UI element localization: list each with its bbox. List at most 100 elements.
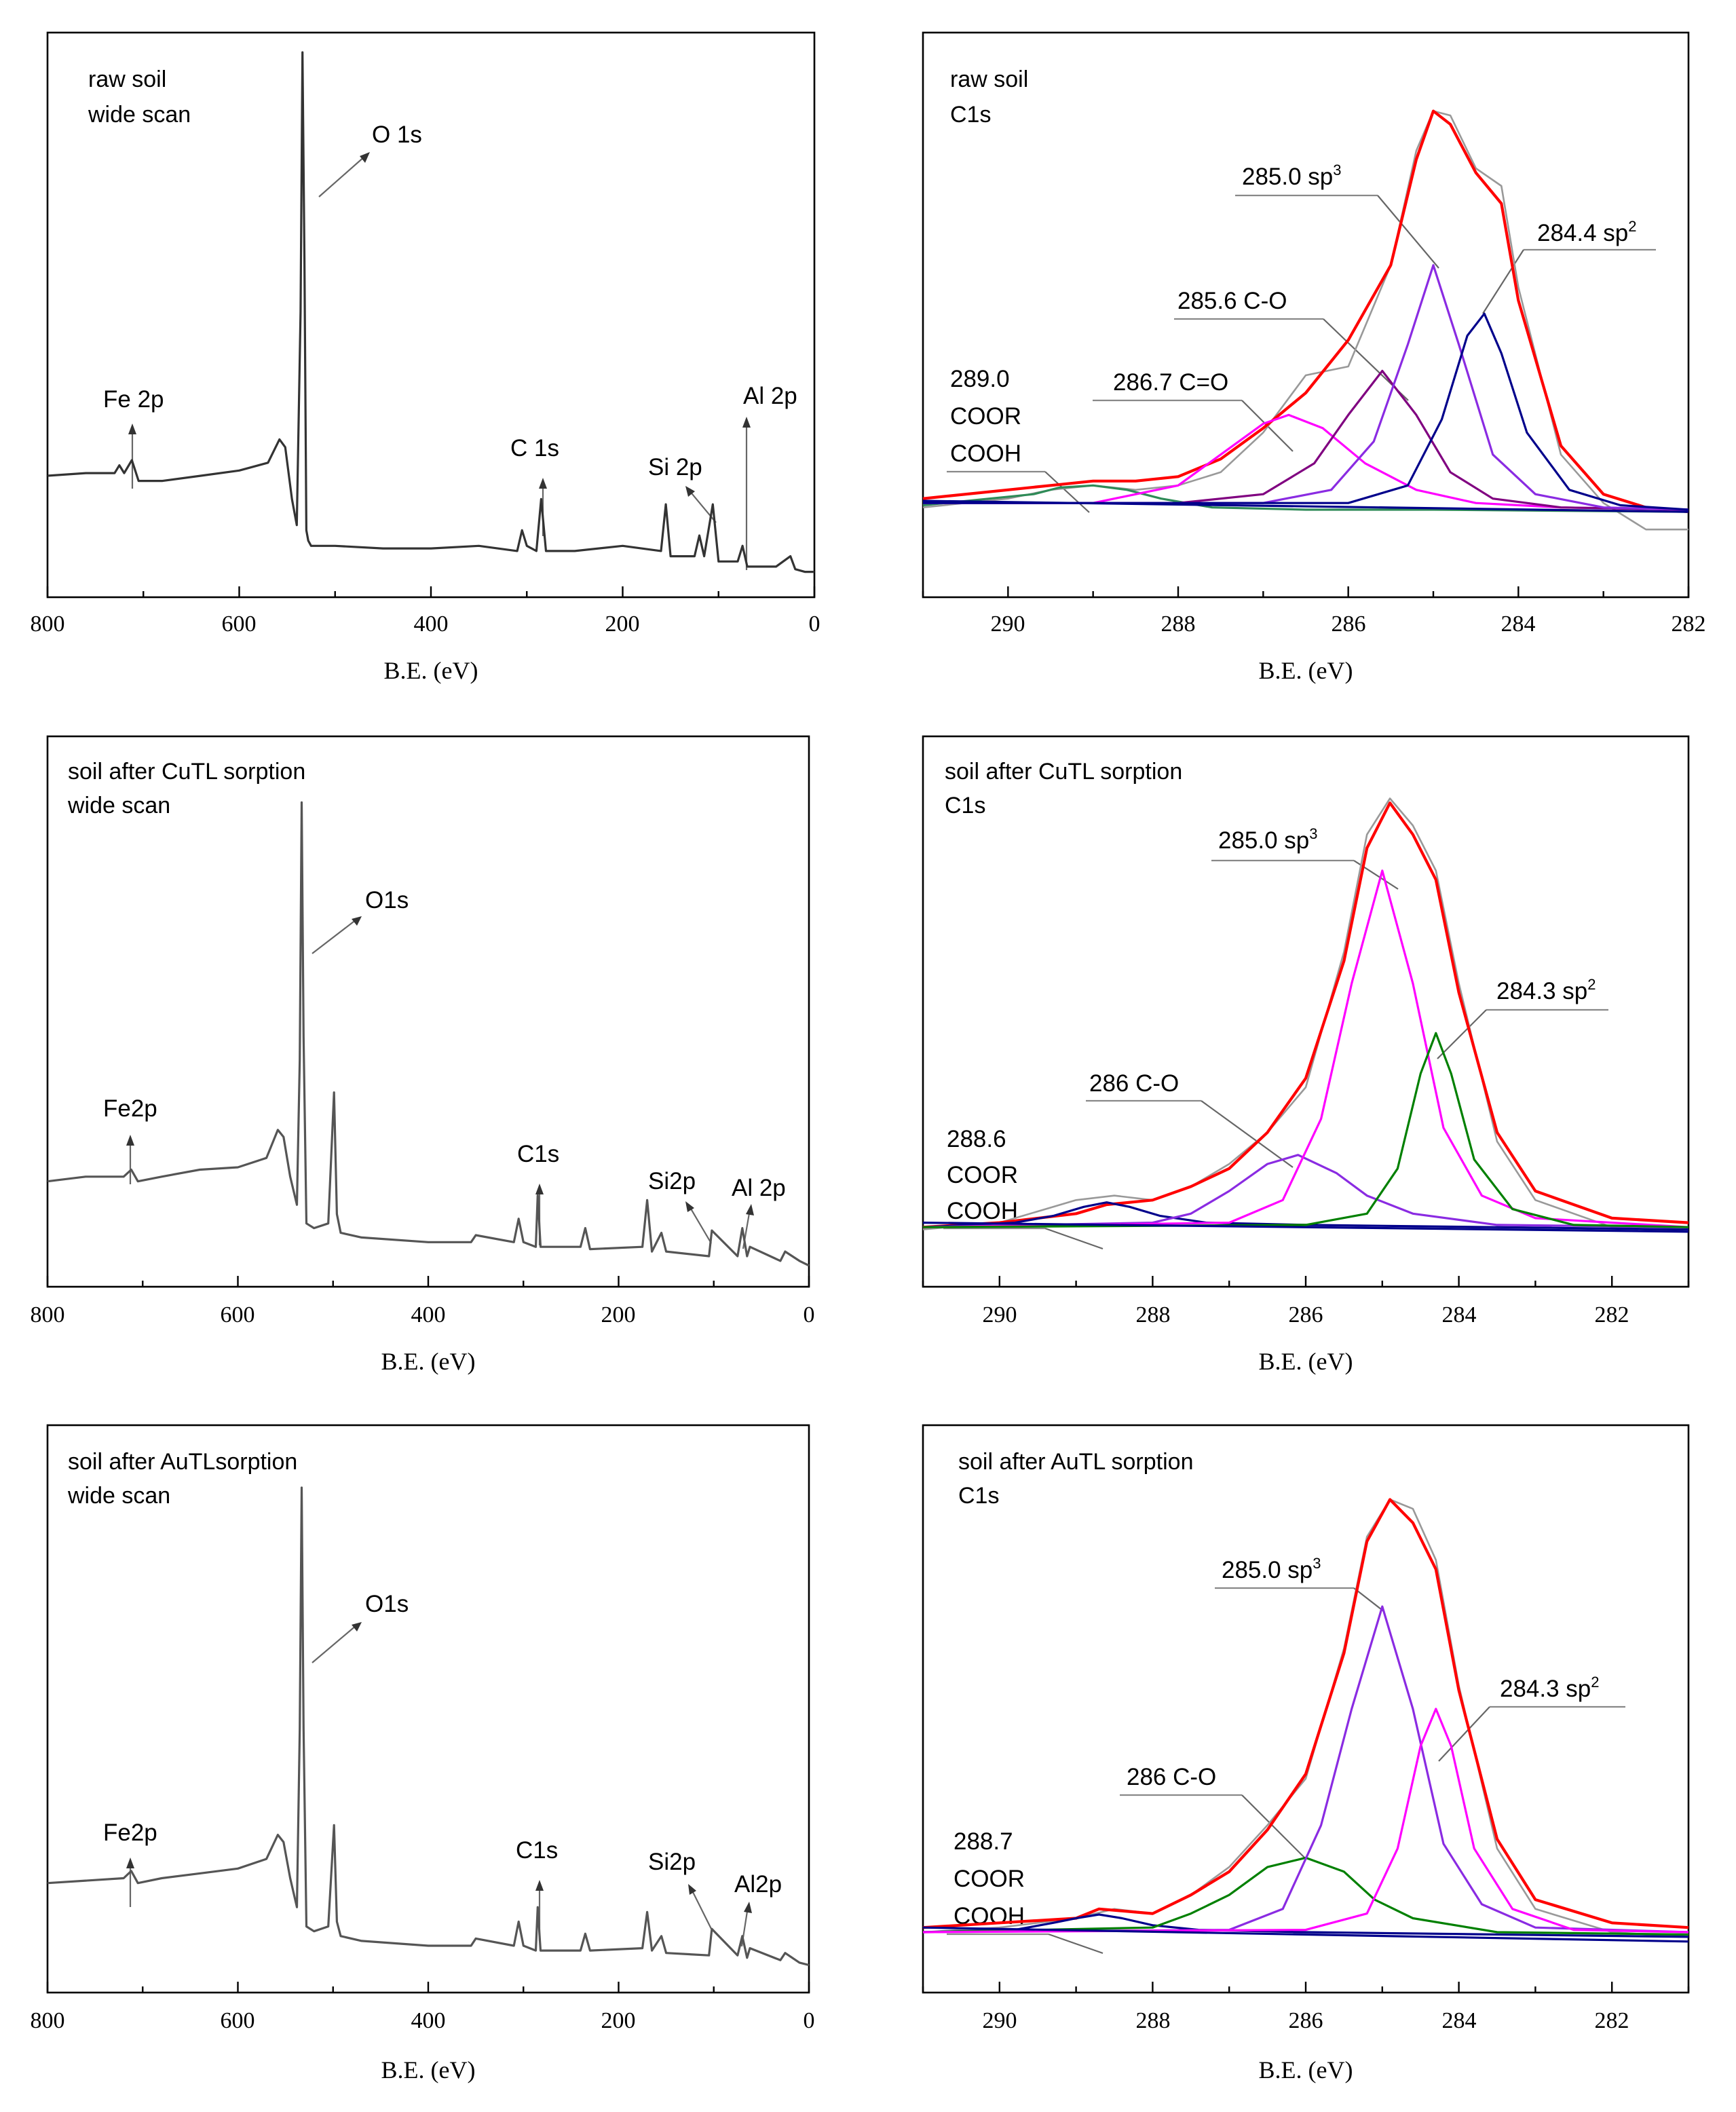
panel-title-line1: raw soil [950, 67, 1028, 92]
panel-title-line2: wide scan [67, 1483, 170, 1509]
panel-title-line1: soil after AuTL sorption [958, 1449, 1193, 1475]
component-label-sp2: 284.3 sp2 [1500, 1674, 1600, 1702]
x-axis-label: B.E. (eV) [381, 2056, 476, 2083]
x-tick-label: 290 [991, 611, 1025, 637]
arrow-head [535, 1880, 544, 1891]
peak-label-si2p: Si2p [648, 1168, 696, 1194]
leader-line [1377, 195, 1439, 269]
x-tick-label: 290 [983, 2008, 1017, 2033]
x-tick-label: 600 [222, 611, 257, 637]
plot-frame [46, 1424, 810, 1994]
arrow-head [688, 1884, 696, 1895]
x-tick-label: 288 [1136, 2008, 1171, 2033]
x-tick-label: 282 [1672, 611, 1706, 637]
component-label-coor: COOR [950, 403, 1021, 430]
component-label-coor: COOR [954, 1866, 1025, 1892]
peak-label-si2p: Si2p [648, 1849, 696, 1875]
x-tick-label: 600 [221, 1302, 255, 1327]
x-tick-label: 200 [601, 2008, 636, 2033]
arrow-head [685, 486, 695, 497]
arrow-head [128, 423, 136, 434]
x-tick-label: 282 [1595, 1302, 1629, 1327]
series-line [923, 369, 1689, 511]
component-label-sp2-text: 284.4 sp [1537, 220, 1628, 246]
component-label-sp2: 284.3 sp2 [1496, 976, 1596, 1004]
series-line [922, 1032, 1689, 1228]
arrow-head [126, 1858, 134, 1868]
series-line [923, 312, 1689, 511]
series-line [922, 869, 1689, 1228]
component-label-c-eq-o: 286.7 C=O [1113, 369, 1228, 396]
component-label-sp2: 284.4 sp2 [1537, 218, 1637, 246]
component-label-cooh-value: 288.7 [954, 1828, 1013, 1855]
panel-title-line2: wide scan [67, 793, 170, 818]
series-line [922, 484, 1689, 513]
x-axis-label: B.E. (eV) [1259, 657, 1353, 684]
arrow-head [535, 1184, 544, 1194]
x-axis-label: B.E. (eV) [381, 1348, 476, 1375]
component-label-co: 285.6 C-O [1177, 288, 1287, 314]
superscript: 2 [1587, 976, 1596, 993]
x-tick-label: 284 [1442, 1302, 1477, 1327]
peak-label-si2p: Si 2p [648, 454, 702, 480]
arrow-head [685, 1201, 694, 1212]
component-label-co: 286 C-O [1127, 1764, 1216, 1790]
component-label-co: 286 C-O [1089, 1070, 1179, 1097]
x-tick-label: 284 [1442, 2008, 1477, 2033]
panel-title-line1: raw soil [88, 67, 166, 92]
panel-wide-cu: soil after CuTL sorption wide scan 800 6… [31, 735, 815, 1375]
arrow-head [742, 417, 751, 428]
arrow-head [744, 1902, 752, 1913]
peak-label-al2p: Al 2p [732, 1175, 786, 1201]
peak-label-c1s: C1s [516, 1837, 558, 1864]
panel-c1s-cu: soil after CuTL sorption C1s 290 288 286… [922, 735, 1690, 1375]
x-tick-label: 288 [1136, 1302, 1171, 1327]
x-tick-label: 0 [804, 1302, 815, 1327]
spectrum-layer [46, 1486, 810, 1993]
panel-wide-raw: raw soil wide scan 800 600 400 200 0 B.E… [31, 31, 820, 684]
series-line [922, 109, 1689, 514]
peak-label-c1s: C 1s [510, 435, 559, 461]
x-tick-label: 286 [1332, 611, 1366, 637]
plot-frame [46, 735, 810, 1288]
component-label-sp3-text: 285.0 sp [1242, 164, 1333, 190]
peak-label-o1s: O1s [365, 1591, 409, 1617]
panel-c1s-raw: raw soil C1s 290 288 286 284 282 B.E. (e… [922, 31, 1706, 684]
leader-line [1241, 1794, 1307, 1860]
arrow-head [539, 478, 547, 489]
superscript: 2 [1591, 1674, 1599, 1691]
peak-label-fe2p: Fe2p [103, 1095, 157, 1122]
superscript: 2 [1628, 218, 1636, 235]
peak-label-al2p: Al2p [734, 1871, 782, 1898]
x-tick-label: 284 [1501, 611, 1536, 637]
series-line [922, 1926, 1689, 1943]
series-line [47, 1486, 810, 1967]
series-line [923, 264, 1689, 511]
arrow-head [360, 152, 370, 163]
leader-line [1048, 1933, 1103, 1955]
x-tick-label: 800 [31, 1302, 65, 1327]
arrow-head [746, 1204, 754, 1215]
arrow-head [352, 1622, 362, 1632]
peak-arrow [312, 1625, 357, 1663]
panel-title-line1: soil after CuTL sorption [945, 759, 1182, 785]
series-line [922, 1708, 1689, 1934]
x-tick-label: 282 [1595, 2008, 1629, 2033]
panel-title-line2: C1s [950, 102, 991, 128]
x-tick-label: 400 [411, 1302, 446, 1327]
peak-arrow [318, 155, 366, 197]
leader-line [1437, 1009, 1487, 1059]
spectrum-layer [46, 801, 810, 1287]
x-tick-label: 288 [1161, 611, 1196, 637]
leader-line [1044, 1227, 1103, 1250]
superscript: 3 [1333, 162, 1341, 178]
peak-label-o1s: O1s [365, 887, 409, 913]
component-label-cooh: COOH [950, 440, 1021, 467]
x-tick-label: 0 [809, 611, 820, 637]
x-axis-label: B.E. (eV) [384, 657, 478, 684]
component-label-sp3: 285.0 sp3 [1242, 162, 1342, 190]
x-tick-label: 286 [1289, 1302, 1323, 1327]
x-tick-label: 0 [804, 2008, 815, 2033]
panel-title-line1: soil after AuTLsorption [68, 1449, 297, 1475]
